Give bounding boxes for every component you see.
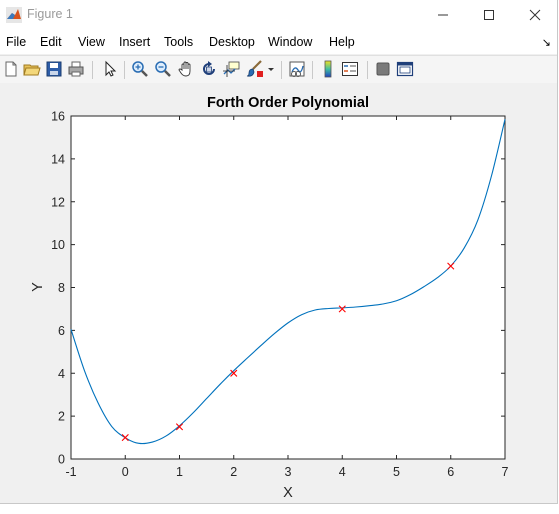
zoom-out-icon[interactable] (154, 60, 172, 78)
y-tick-label: 14 (51, 152, 65, 166)
data-cursor-icon[interactable] (222, 60, 240, 78)
y-tick-label: 10 (51, 238, 65, 252)
x-tick-label: 7 (502, 465, 509, 479)
select-arrow-icon[interactable] (101, 60, 119, 78)
hide-plot-tools-icon[interactable] (374, 60, 392, 78)
data-point-marker (230, 369, 238, 377)
menu-bar: File Edit View Insert Tools Desktop Wind… (0, 30, 557, 54)
show-plot-tools-icon[interactable] (396, 60, 414, 78)
polynomial-curve (70, 119, 506, 445)
pan-hand-icon[interactable] (177, 60, 195, 78)
open-file-icon[interactable] (23, 60, 41, 78)
y-tick-label: 8 (58, 281, 65, 295)
menu-desktop[interactable]: Desktop (209, 35, 255, 49)
save-icon[interactable] (45, 60, 63, 78)
menu-tools[interactable]: Tools (164, 35, 194, 49)
y-tick-label: 4 (58, 367, 65, 381)
menu-edit[interactable]: Edit (40, 35, 62, 49)
legend-icon[interactable] (341, 60, 359, 78)
title-bar[interactable]: Figure 1 (0, 0, 557, 30)
maximize-button[interactable] (466, 0, 512, 30)
figure-canvas[interactable]: Forth Order Polynomial -1 0 1 2 3 4 5 6 7 0 2 4 6 8 10… (0, 83, 557, 503)
x-tick-label: 4 (339, 465, 346, 479)
x-tick-label: 3 (285, 465, 292, 479)
axes-box[interactable] (70, 115, 506, 460)
matlab-logo-icon (6, 7, 22, 23)
close-button[interactable] (512, 0, 558, 30)
toolbar-separator (367, 61, 368, 79)
data-point-marker (121, 433, 129, 442)
window-title: Figure 1 (27, 7, 73, 21)
y-tick-label: 12 (51, 195, 65, 209)
menu-insert[interactable]: Insert (119, 35, 151, 49)
x-tick-label: 5 (393, 465, 400, 479)
y-axis-label: Y (30, 282, 46, 292)
link-plot-icon[interactable] (288, 60, 306, 78)
toolbar-separator (281, 61, 282, 79)
x-tick-label: 6 (447, 465, 454, 479)
toolbar-separator (124, 61, 125, 79)
figure-window: Figure 1 File Edit View Insert Tools Des… (0, 0, 558, 504)
x-axis-label: X (283, 485, 293, 501)
brush-dropdown-icon[interactable] (266, 60, 276, 78)
data-point-marker (338, 305, 346, 313)
close-icon (529, 9, 541, 21)
x-tick-label: 0 (122, 465, 129, 479)
menu-view[interactable]: View (78, 35, 105, 49)
minimize-icon (438, 14, 448, 16)
dock-arrow-icon[interactable]: ↘ (541, 37, 551, 49)
menu-help[interactable]: Help (329, 35, 355, 49)
maximize-icon (484, 10, 494, 20)
x-tick-label: -1 (65, 465, 76, 479)
menu-file[interactable]: File (6, 35, 27, 49)
new-figure-icon[interactable] (2, 60, 20, 78)
x-tick-label: 1 (176, 465, 183, 479)
toolbar-separator (92, 61, 93, 79)
colorbar-icon[interactable] (319, 60, 337, 78)
minimize-button[interactable] (420, 0, 466, 30)
y-tick-label: 0 (58, 453, 65, 467)
figure-toolbar (0, 55, 557, 84)
plot[interactable]: Forth Order Polynomial -1 0 1 2 3 4 5 6 70246810… (0, 83, 557, 503)
x-tick-label: 2 (230, 465, 237, 479)
brush-icon[interactable] (246, 60, 264, 78)
menu-window[interactable]: Window (268, 35, 313, 49)
print-icon[interactable] (67, 60, 85, 78)
y-tick-label: 16 (51, 110, 65, 124)
data-point-marker (447, 262, 455, 270)
y-tick-label: 2 (58, 410, 65, 424)
plot-title: Forth Order Polynomial (207, 95, 369, 111)
plot-lines (70, 119, 506, 445)
y-tick-label: 6 (58, 324, 65, 338)
data-point-marker (175, 423, 184, 431)
toolbar-separator (312, 61, 313, 79)
zoom-in-icon[interactable] (131, 60, 149, 78)
rotate-3d-icon[interactable] (200, 60, 218, 78)
